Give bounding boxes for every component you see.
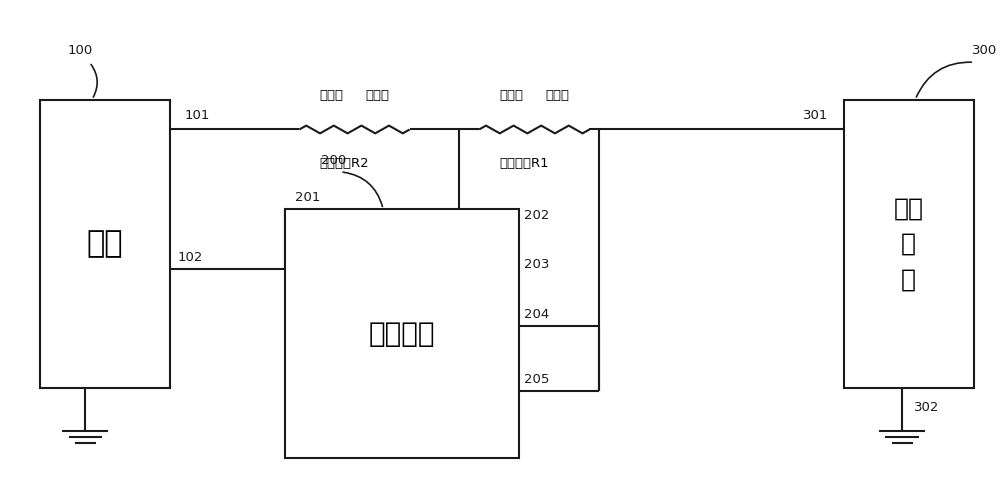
Text: 100: 100	[68, 44, 93, 57]
Text: 输出
端
口: 输出 端 口	[894, 197, 924, 291]
Text: 203: 203	[524, 258, 550, 271]
Text: 205: 205	[524, 373, 550, 386]
Text: 第二电阻R2: 第二电阻R2	[320, 157, 369, 170]
Text: 第一电阻R1: 第一电阻R1	[499, 157, 549, 170]
Text: 输出端: 输出端	[545, 89, 569, 102]
Text: 102: 102	[178, 251, 203, 264]
Text: 204: 204	[524, 308, 550, 321]
Text: 200: 200	[321, 154, 346, 167]
Text: 输入端: 输入端	[320, 89, 344, 102]
Text: 201: 201	[295, 191, 320, 204]
Text: 输出端: 输出端	[365, 89, 389, 102]
Text: 电源: 电源	[87, 230, 123, 258]
FancyBboxPatch shape	[844, 100, 974, 388]
Text: 302: 302	[914, 401, 940, 414]
Text: 301: 301	[803, 109, 829, 122]
Text: 300: 300	[972, 44, 997, 57]
Text: 202: 202	[524, 209, 550, 222]
Text: 输入端: 输入端	[500, 89, 524, 102]
FancyBboxPatch shape	[40, 100, 170, 388]
FancyBboxPatch shape	[285, 209, 519, 458]
Text: 控制芯片: 控制芯片	[369, 320, 435, 348]
Text: 101: 101	[185, 109, 210, 122]
